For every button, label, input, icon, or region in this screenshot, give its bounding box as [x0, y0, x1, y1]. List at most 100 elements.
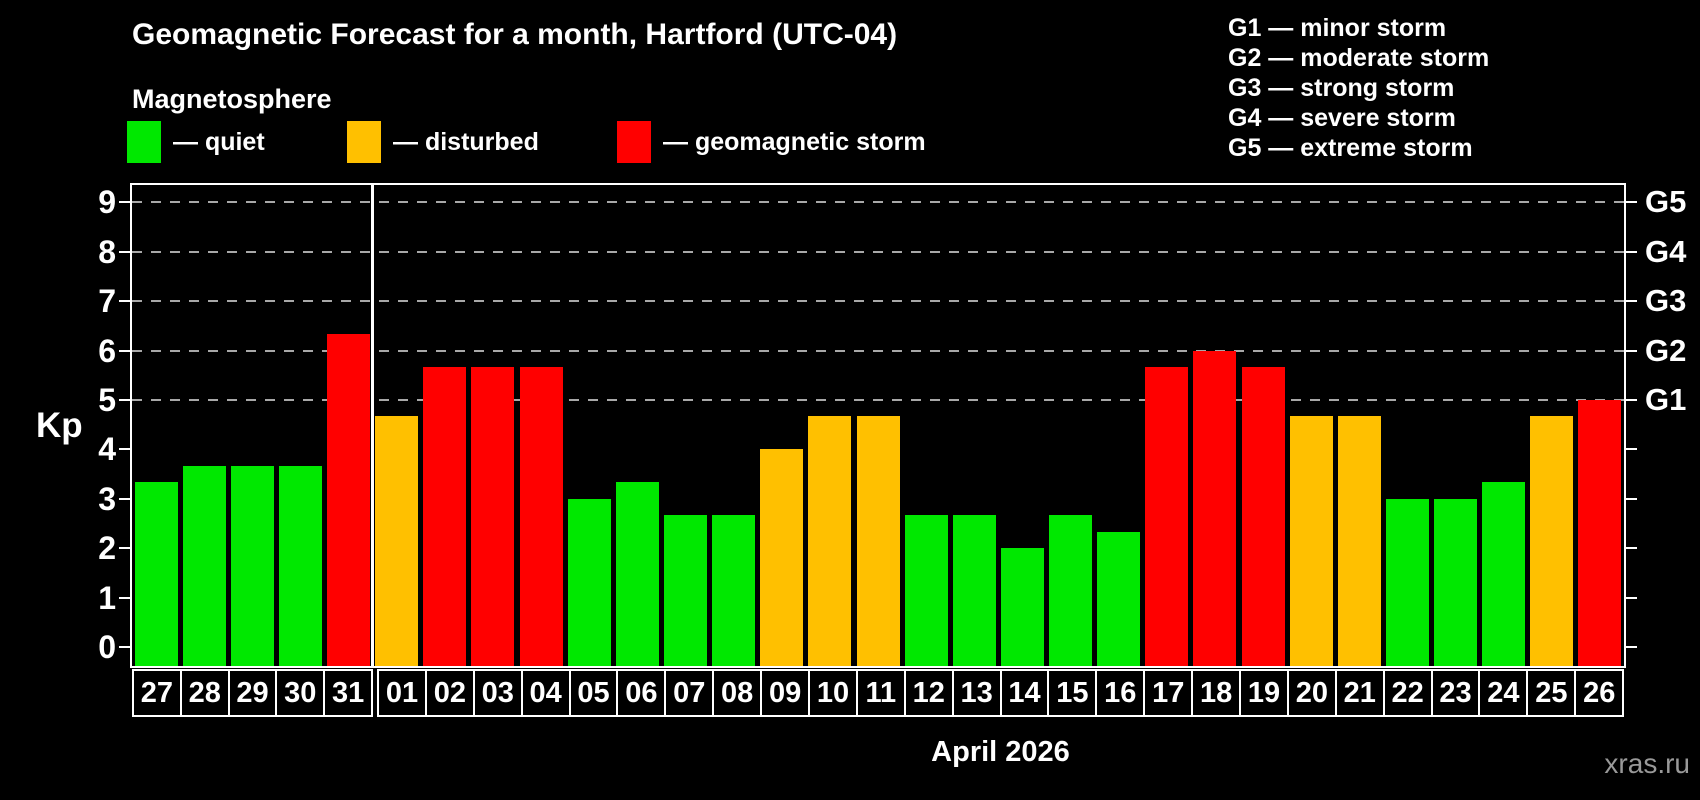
bar-day-23 [1434, 498, 1478, 666]
day-label-19: 19 [1239, 669, 1289, 717]
day-label-26: 26 [1574, 669, 1625, 717]
g-scale-tick-label-g2: G2 [1645, 332, 1687, 368]
x-axis-title: April 2026 [931, 736, 1070, 768]
bar-day-27 [134, 482, 178, 666]
bar-day-14 [1000, 548, 1044, 666]
page-title: Geomagnetic Forecast for a month, Hartfo… [132, 18, 898, 51]
day-label-23: 23 [1430, 669, 1481, 717]
day-label-20: 20 [1286, 669, 1337, 717]
disturbed-color-swatch [347, 121, 381, 163]
day-label-13: 13 [951, 669, 1002, 717]
quiet-color-swatch [127, 121, 161, 163]
bar-day-19 [1241, 366, 1285, 666]
bar-day-26 [1578, 400, 1622, 666]
day-label-03: 03 [472, 669, 523, 717]
bar-day-04 [519, 366, 563, 666]
bar-day-01 [375, 416, 419, 666]
day-label-25: 25 [1526, 669, 1577, 717]
bar-day-20 [1289, 416, 1333, 666]
day-label-07: 07 [664, 669, 715, 717]
bar-day-07 [663, 515, 707, 666]
bar-day-15 [1049, 515, 1093, 666]
bar-day-21 [1337, 416, 1381, 666]
y-tick-label-1: 1 [98, 579, 116, 616]
right-tick-kp2 [1624, 547, 1637, 550]
legend-item-disturbed: — disturbed [347, 121, 539, 163]
month-separator-line [371, 185, 375, 666]
day-label-28: 28 [179, 669, 230, 717]
day-label-22: 22 [1382, 669, 1433, 717]
day-label-05: 05 [568, 669, 619, 717]
day-label-09: 09 [760, 669, 811, 717]
bar-day-03 [471, 366, 515, 666]
day-label-10: 10 [808, 669, 858, 717]
left-tick-kp7 [119, 300, 132, 303]
plot-area [130, 183, 1626, 668]
day-label-01: 01 [377, 669, 427, 717]
gridline-kp7 [132, 300, 1624, 303]
bar-day-25 [1530, 416, 1574, 666]
day-label-02: 02 [424, 669, 475, 717]
g-scale-legend: G1 — minor storm G2 — moderate storm G3 … [1228, 13, 1489, 163]
gridline-kp8 [132, 250, 1624, 253]
gridline-kp9 [132, 201, 1624, 204]
g-scale-legend-g5: G5 — extreme storm [1228, 134, 1473, 162]
y-tick-label-9: 9 [98, 184, 116, 221]
bar-day-18 [1193, 350, 1237, 666]
day-label-31: 31 [323, 669, 373, 717]
day-label-24: 24 [1478, 669, 1529, 717]
y-tick-label-2: 2 [98, 530, 116, 567]
y-axis-title: Kp [36, 406, 83, 445]
bar-day-06 [615, 482, 659, 666]
bar-day-29 [230, 465, 274, 666]
y-tick-label-7: 7 [98, 283, 116, 320]
gridline-kp5 [132, 399, 1624, 401]
legend-label-storm: — geomagnetic storm [663, 127, 926, 156]
g-scale-tick-label-g4: G4 [1645, 233, 1687, 269]
g-scale-tick-label-g5: G5 [1645, 184, 1687, 220]
day-label-08: 08 [712, 669, 763, 717]
legend-item-quiet: — quiet [127, 121, 265, 163]
right-tick-kp6 [1624, 349, 1637, 352]
bar-day-10 [808, 416, 852, 666]
y-tick-label-4: 4 [98, 431, 116, 468]
left-tick-kp8 [119, 250, 132, 253]
g-scale-legend-g3: G3 — strong storm [1228, 74, 1455, 102]
y-tick-label-5: 5 [98, 382, 116, 418]
right-tick-kp3 [1624, 497, 1637, 500]
bar-day-05 [567, 498, 611, 666]
storm-color-swatch [617, 121, 651, 163]
day-label-30: 30 [275, 669, 326, 717]
bar-day-28 [182, 465, 226, 666]
day-label-15: 15 [1047, 669, 1098, 717]
left-tick-kp0 [119, 646, 132, 648]
bar-day-17 [1145, 366, 1189, 666]
right-tick-kp8 [1624, 250, 1637, 253]
day-label-11: 11 [855, 669, 906, 717]
y-tick-label-0: 0 [98, 629, 116, 665]
bar-day-09 [760, 449, 804, 666]
day-label-16: 16 [1095, 669, 1146, 717]
right-tick-kp0 [1624, 646, 1637, 648]
right-tick-kp4 [1624, 448, 1637, 451]
left-tick-kp1 [119, 596, 132, 599]
left-tick-kp2 [119, 547, 132, 550]
day-label-04: 04 [520, 669, 571, 717]
bar-day-30 [278, 465, 322, 666]
right-tick-kp5 [1624, 399, 1637, 401]
day-label-29: 29 [227, 669, 278, 717]
day-label-27: 27 [132, 669, 182, 717]
bar-day-13 [952, 515, 996, 666]
g-scale-tick-label-g3: G3 [1645, 283, 1687, 319]
bar-day-24 [1482, 482, 1526, 666]
bar-day-31 [327, 334, 371, 666]
y-tick-label-3: 3 [98, 480, 116, 517]
left-tick-kp9 [119, 201, 132, 204]
day-label-17: 17 [1143, 669, 1194, 717]
bar-day-11 [856, 416, 900, 666]
g-scale-legend-g4: G4 — severe storm [1228, 104, 1456, 132]
g-scale-legend-g1: G1 — minor storm [1228, 14, 1447, 42]
bar-day-02 [423, 366, 467, 666]
left-tick-kp4 [119, 448, 132, 451]
